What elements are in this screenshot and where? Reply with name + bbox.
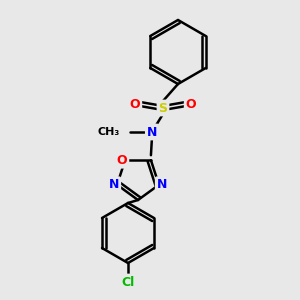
Text: CH₃: CH₃: [98, 127, 120, 137]
Text: N: N: [157, 178, 167, 191]
Text: O: O: [186, 98, 196, 110]
Text: O: O: [130, 98, 140, 110]
Text: Cl: Cl: [122, 275, 135, 289]
Text: O: O: [117, 154, 128, 167]
Text: N: N: [147, 125, 157, 139]
Text: N: N: [109, 178, 119, 191]
Text: S: S: [158, 101, 167, 115]
